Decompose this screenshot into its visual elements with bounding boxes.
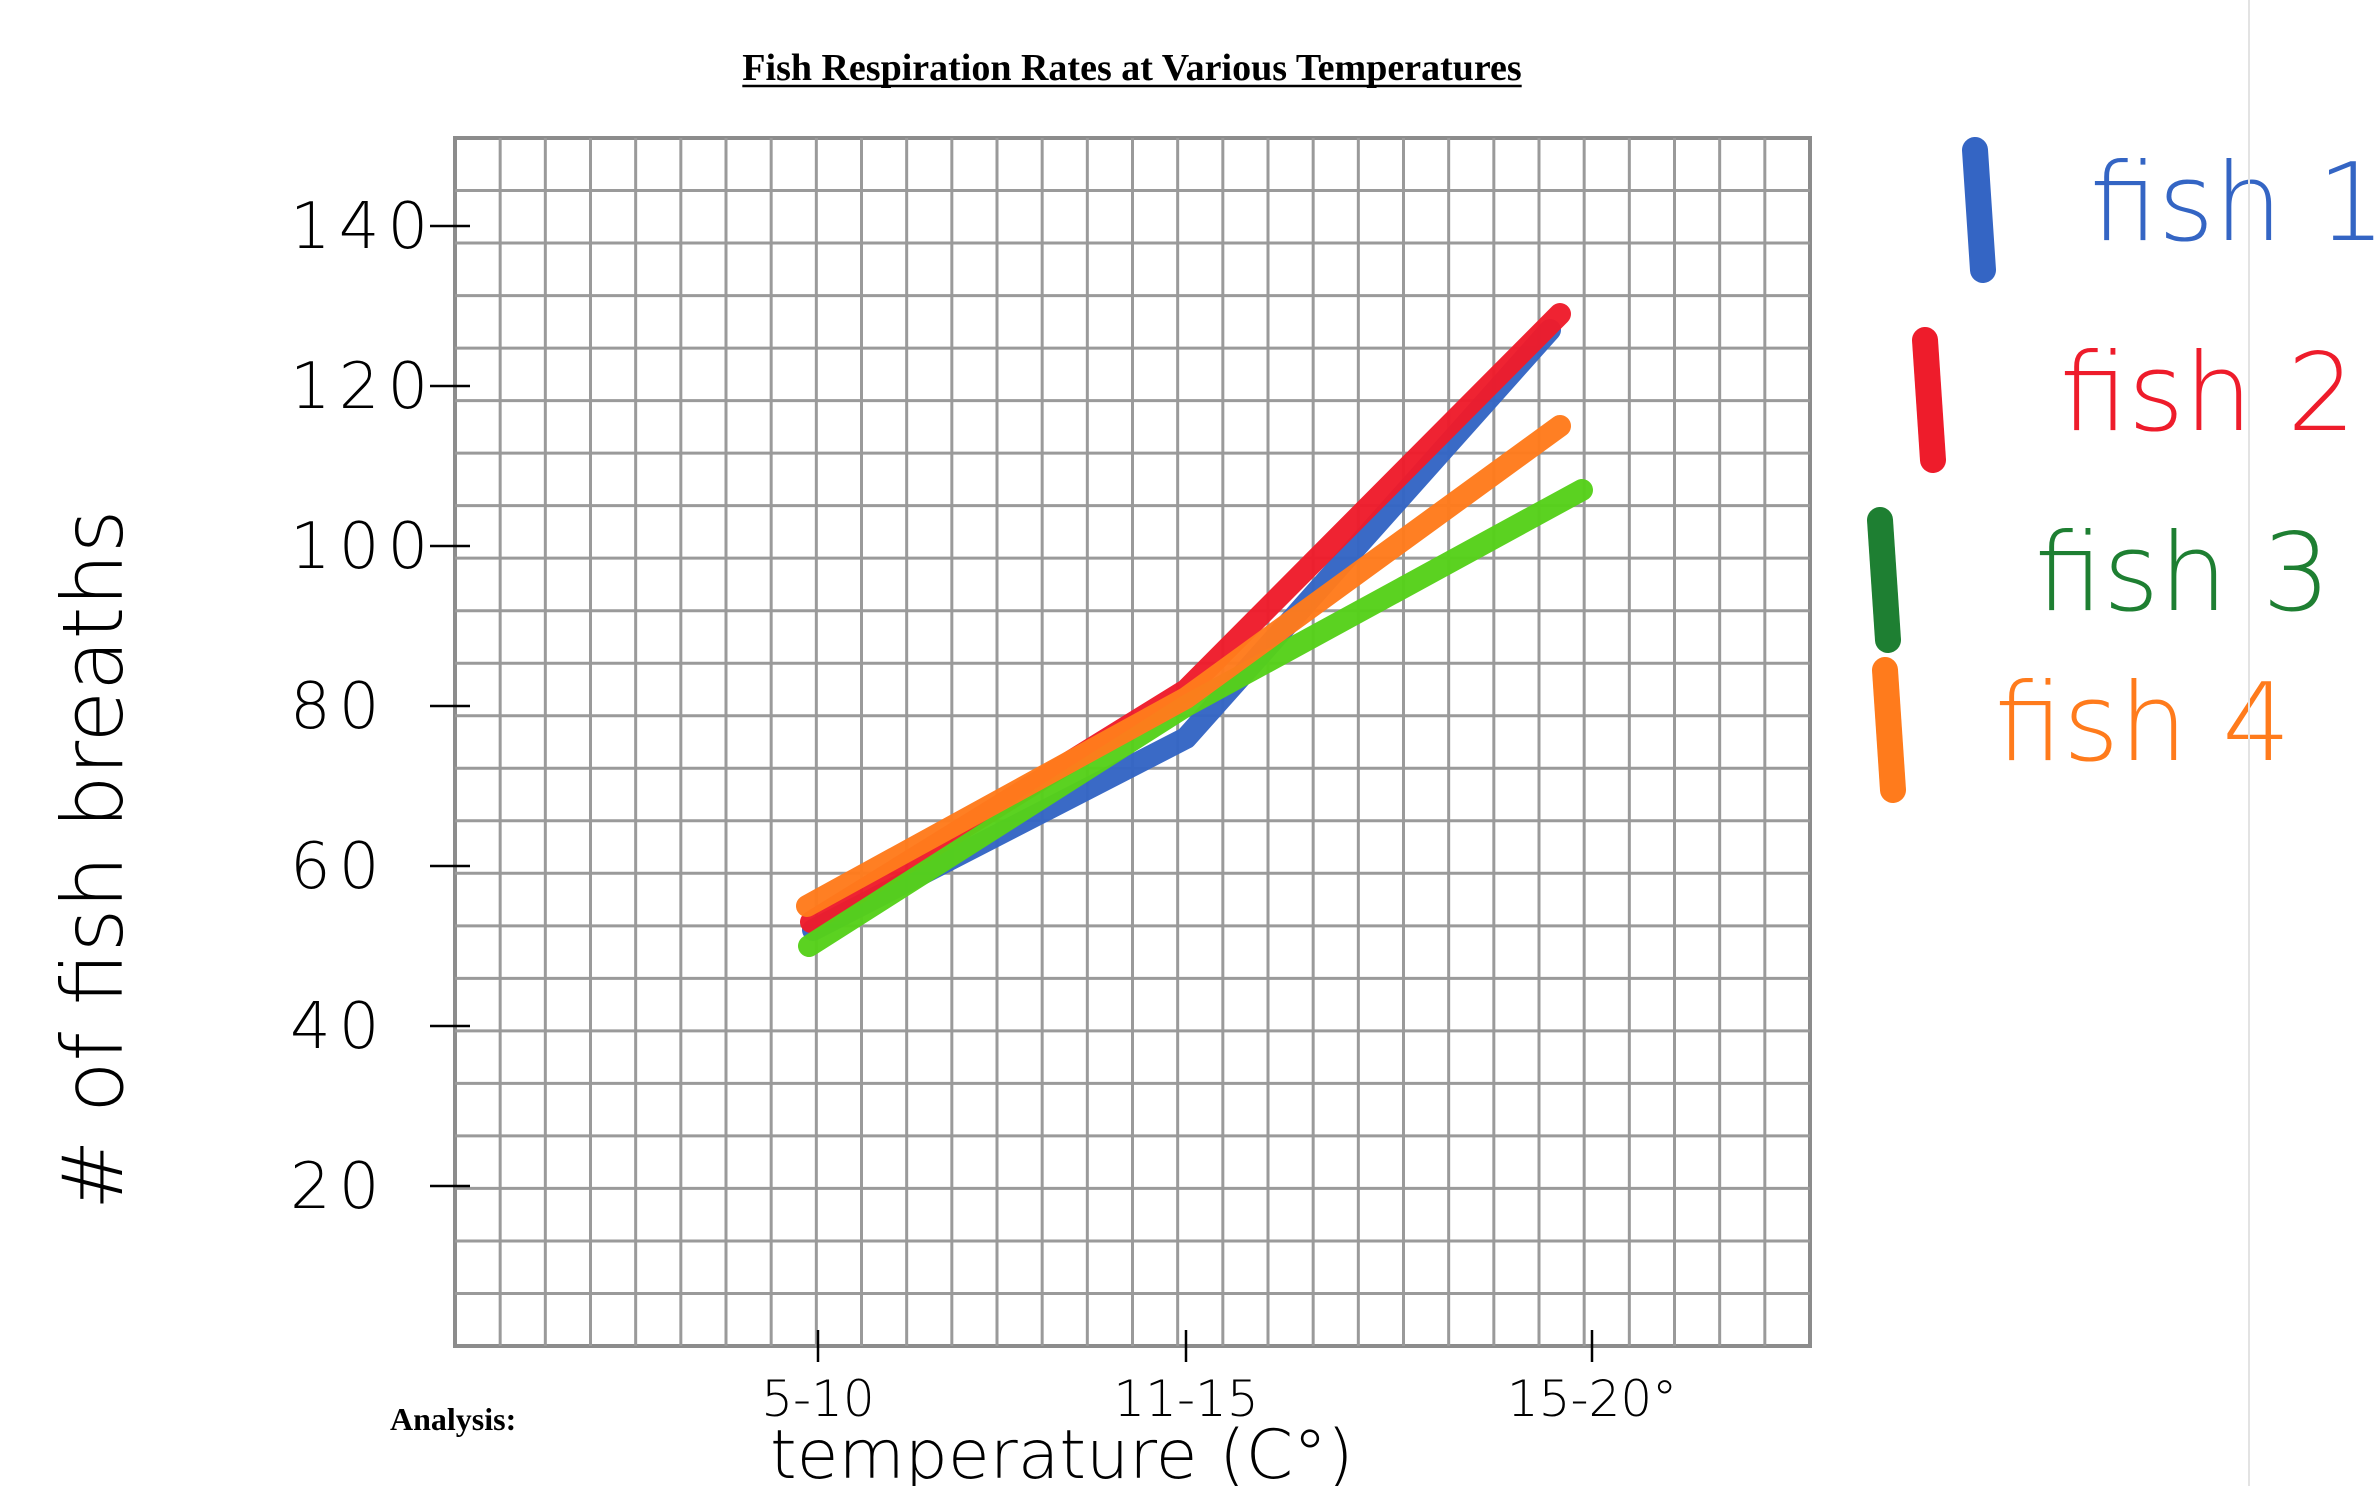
y-tick-label: 100	[290, 510, 436, 584]
legend-swatch	[1872, 657, 1906, 803]
x-tick-label: 15-20°	[1507, 1370, 1677, 1428]
y-tick-label: 120	[290, 350, 436, 424]
page-edge-divider	[2248, 0, 2250, 1486]
y-tick-label: 140	[290, 190, 436, 264]
legend-label: fish 3	[2035, 511, 2331, 636]
chart-legend: fish 1 fish 2 fish 3 fish 4	[1867, 137, 2379, 803]
series-line-fish-4	[796, 415, 1571, 917]
chart-title: Fish Respiration Rates at Various Temper…	[742, 47, 1521, 89]
y-tick-label: 60	[290, 830, 387, 904]
x-tick-label: 11-15	[1113, 1370, 1258, 1428]
y-axis: 20 40 60 80 100 120 140	[290, 190, 470, 1224]
legend-label: fish 1	[2090, 141, 2379, 266]
y-tick-label: 20	[290, 1150, 387, 1224]
legend-label: fish 4	[1995, 661, 2291, 786]
analysis-label: Analysis:	[390, 1401, 516, 1437]
legend-swatch	[1962, 137, 1996, 283]
y-axis-label: # of fish breaths	[44, 510, 142, 1210]
legend-label: fish 2	[2060, 331, 2356, 456]
legend-swatch	[1912, 327, 1946, 473]
y-tick-label: 80	[290, 670, 387, 744]
x-axis: 5-10 11-15 15-20°	[761, 1330, 1677, 1428]
x-tick-label: 5-10	[761, 1370, 874, 1428]
legend-swatch	[1867, 507, 1901, 653]
y-tick-label: 40	[290, 990, 387, 1064]
chart-series	[796, 303, 1593, 957]
x-axis-label: temperature (C°)	[770, 1416, 1354, 1486]
